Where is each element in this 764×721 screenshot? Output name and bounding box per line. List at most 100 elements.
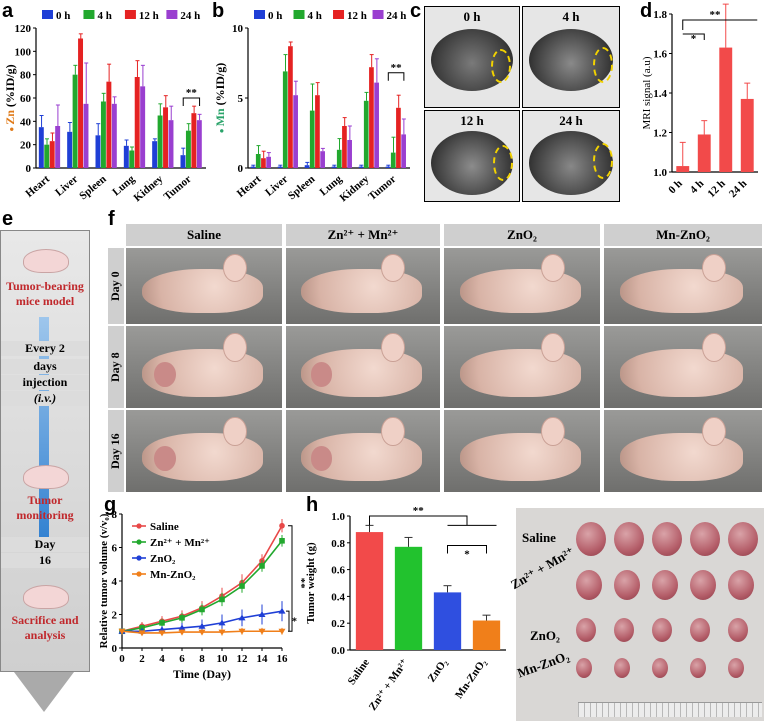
x-tick-label: 4 xyxy=(159,653,165,665)
treatment-flow: Tumor-bearing mice model Every 2 days in… xyxy=(0,230,90,672)
y-axis-label: Tumor weight (g) xyxy=(305,542,317,624)
x-axis-label: Time (Day) xyxy=(173,667,231,681)
x-tick-label-kidney: Kidney xyxy=(337,173,371,205)
bar-12h-liver xyxy=(78,38,84,168)
bar-12h xyxy=(719,47,733,173)
mouse-body xyxy=(459,269,582,314)
row-day16: Day 16 xyxy=(108,410,124,492)
legend-label: Saline xyxy=(150,521,179,533)
tumor-specimen xyxy=(652,658,668,678)
point-marker xyxy=(279,538,285,544)
bar-4h-kidney xyxy=(363,100,369,168)
x-tick-label: 12 h xyxy=(705,178,728,201)
point-marker xyxy=(238,614,246,621)
step-day-value: 16 xyxy=(1,553,89,568)
x-tick-label: Mn-ZnO₂ xyxy=(453,656,489,701)
mouse-ear xyxy=(540,416,565,447)
legend-label: 4 h xyxy=(308,10,322,22)
y-tick-label: 1.8 xyxy=(653,9,667,21)
y-tick-label: 1.0 xyxy=(653,167,667,179)
y-tick-label: 5 xyxy=(238,93,244,105)
tumor-row-zno2: ZnO₂ xyxy=(530,628,560,643)
panel-letter-b: b xyxy=(212,0,225,22)
bar-4h-kidney xyxy=(157,115,163,168)
bar-0h-tumor xyxy=(180,155,186,168)
mouse-body xyxy=(619,348,744,397)
mouse-ear xyxy=(701,254,727,282)
point-marker xyxy=(259,563,265,569)
unit: (%ID/g) xyxy=(3,64,17,110)
legend-label: Mn-ZnO₂ xyxy=(150,569,196,581)
x-tick-label: Saline xyxy=(346,657,372,688)
bar-4h-lung xyxy=(336,149,342,168)
bar-12h-heart xyxy=(261,158,266,168)
mouse-photo xyxy=(286,410,440,492)
y-axis-label: Relative tumor volume (v/v₀) xyxy=(98,513,110,648)
panel-letter-g: g xyxy=(104,494,117,516)
panel-letter-a: a xyxy=(2,0,14,22)
element-name: Zn xyxy=(3,110,17,125)
tumor-specimen xyxy=(728,618,748,642)
x-tick-label: Zn²⁺ + Mn²⁺ xyxy=(367,657,411,713)
mouse-photo xyxy=(444,326,600,408)
legend-label: 0 h xyxy=(268,10,282,22)
tumor-bump xyxy=(154,362,176,387)
point-marker xyxy=(178,629,186,636)
x-tick-label-heart: Heart xyxy=(23,173,52,200)
y-tick-label: 0.4 xyxy=(331,591,345,603)
y-tick-label: 0.0 xyxy=(331,645,345,657)
y-tick-label: 0.6 xyxy=(331,565,345,577)
point-marker xyxy=(199,606,205,613)
bar-2 xyxy=(433,592,462,650)
tumor-specimen xyxy=(652,522,682,556)
significance-mark: * xyxy=(292,617,297,628)
tumor-bump xyxy=(154,446,176,471)
series-line-Zn²⁺ + Mn²⁺ xyxy=(121,540,283,633)
bar-4h-spleen xyxy=(309,110,315,168)
x-tick-label-tumor: Tumor xyxy=(366,173,398,203)
bar-24h-liver xyxy=(83,103,89,168)
legend-marker xyxy=(136,539,142,545)
bar-0 xyxy=(355,532,384,650)
bar-12h-liver xyxy=(288,46,293,169)
mouse-body xyxy=(459,348,582,397)
tumor-bump xyxy=(310,446,333,471)
bar-12h-kidney xyxy=(369,67,374,168)
y-tick-label: 80 xyxy=(20,70,32,82)
bar-24h-lung xyxy=(347,140,352,168)
panel-letter-d: d xyxy=(640,0,653,22)
tumor-photo xyxy=(516,508,764,721)
tumor-specimen xyxy=(614,522,644,556)
y-axis-label: ● Zn (%ID/g) xyxy=(3,64,17,131)
tumor-ring-icon xyxy=(593,47,613,83)
mouse-ear xyxy=(222,416,247,447)
y-tick-label: 1.4 xyxy=(653,88,667,100)
legend-label: 12 h xyxy=(347,10,367,22)
step-injection-4: (i.v.) xyxy=(1,391,89,406)
y-tick-label: 0 xyxy=(238,163,244,175)
y-tick-label: 100 xyxy=(15,46,32,58)
mouse-ear xyxy=(381,254,406,282)
bar-0h-kidney xyxy=(358,166,364,168)
legend-label: 0 h xyxy=(56,10,70,22)
significance-mark: ** xyxy=(413,505,425,517)
bar-0h-liver xyxy=(277,166,283,168)
x-tick-label-spleen: Spleen xyxy=(77,173,109,202)
y-tick-label: 1.6 xyxy=(653,49,667,61)
x-tick-label: 24 h xyxy=(727,178,750,201)
bar-0h-kidney xyxy=(152,141,158,168)
point-marker xyxy=(138,630,146,637)
tumor-specimen xyxy=(690,618,710,642)
significance-bracket xyxy=(447,544,487,554)
element-name: Mn xyxy=(213,108,227,126)
x-tick-label-kidney: Kidney xyxy=(131,173,165,205)
x-tick-label: 0 h xyxy=(666,178,685,197)
mouse-body xyxy=(459,432,582,481)
significance-bracket xyxy=(682,19,758,30)
tumor-specimen xyxy=(576,570,602,600)
legend-marker xyxy=(136,555,142,561)
